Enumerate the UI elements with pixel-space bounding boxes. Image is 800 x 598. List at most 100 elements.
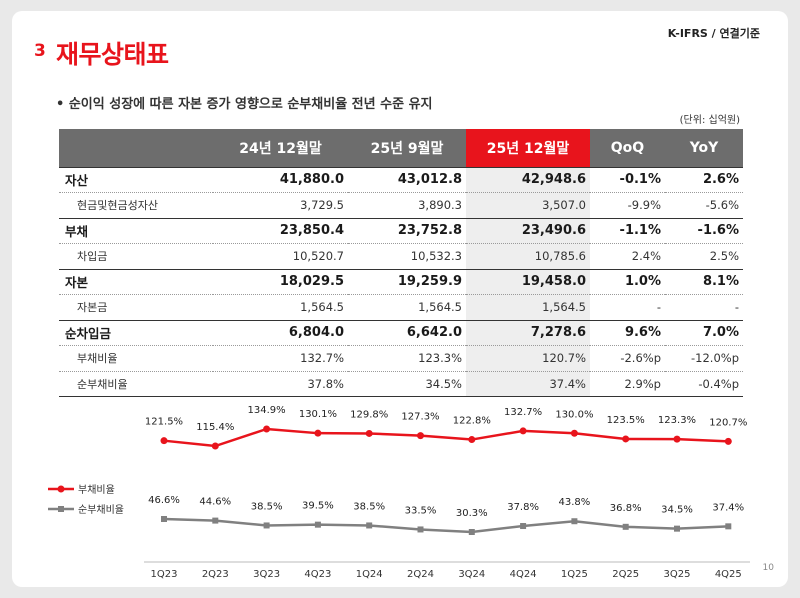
header-qoq: QoQ bbox=[590, 129, 665, 167]
cell-value: 23,752.8 bbox=[348, 217, 466, 244]
data-label: 130.1% bbox=[299, 409, 337, 420]
cell-value: 1,564.5 bbox=[466, 294, 590, 321]
x-tick-label: 3Q23 bbox=[253, 569, 280, 580]
legend-label: 부채비율 bbox=[78, 484, 115, 496]
series-line-1 bbox=[163, 517, 729, 534]
cell-value: 2.9%p bbox=[590, 371, 665, 397]
series-point bbox=[161, 516, 167, 522]
row-label: 부채비율 bbox=[59, 345, 213, 372]
series-point bbox=[314, 521, 321, 528]
data-label: 30.3% bbox=[456, 508, 488, 519]
ratio-line-chart: 121.5% 115.4% 134.9% 130.1% 129.8% 127.3% 122.… bbox=[48, 405, 750, 580]
table-row: 부채비율 132.7% 123.3% 120.7% -2.6%p -12.0%p bbox=[59, 345, 743, 372]
table-body: 자산 41,880.0 43,012.8 42,948.6 -0.1% 2.6% 현금및현금… bbox=[59, 166, 743, 397]
data-label: 39.5% bbox=[302, 501, 334, 512]
cell-value: 42,948.6 bbox=[466, 166, 590, 193]
series-point bbox=[263, 522, 270, 529]
cell-value: - bbox=[590, 294, 665, 321]
x-tick-label: 3Q24 bbox=[458, 569, 485, 580]
cell-value: 3,890.3 bbox=[348, 192, 466, 219]
series-point bbox=[725, 523, 732, 530]
series-point bbox=[417, 432, 424, 440]
row-label: 순부채비율 bbox=[59, 371, 213, 397]
series-point bbox=[571, 518, 578, 525]
data-label: 34.5% bbox=[661, 505, 693, 516]
slide: K-IFRS / 연결기준 3 재무상태표 • 순이익 성장에 따른 자본 증가… bbox=[12, 11, 788, 587]
cell-value: 120.7% bbox=[466, 345, 590, 372]
x-tick-label: 4Q24 bbox=[510, 569, 537, 580]
series-point bbox=[314, 429, 322, 437]
data-label: 43.8% bbox=[559, 497, 591, 508]
header-yoy: YoY bbox=[665, 129, 743, 167]
cell-value: 19,458.0 bbox=[466, 268, 590, 295]
series-point bbox=[366, 522, 373, 529]
cell-value: 41,880.0 bbox=[213, 166, 348, 193]
table-row: 자본금 1,564.5 1,564.5 1,564.5- - bbox=[59, 294, 743, 321]
cell-value: 19,259.9 bbox=[348, 268, 466, 295]
page-title: 재무상태표 bbox=[56, 40, 169, 69]
data-label: 121.5% bbox=[145, 417, 183, 428]
series-point bbox=[468, 436, 476, 444]
cell-value: 37.8% bbox=[213, 371, 348, 397]
data-label: 132.7% bbox=[504, 407, 542, 418]
row-label: 자산 bbox=[59, 166, 213, 193]
x-tick-label: 2Q25 bbox=[612, 569, 639, 580]
row-label: 자본 bbox=[59, 268, 213, 295]
data-label: 38.5% bbox=[251, 501, 283, 512]
cell-value: -12.0%p bbox=[665, 345, 743, 372]
cell-value: 43,012.8 bbox=[348, 166, 466, 193]
row-label: 차입금 bbox=[59, 243, 213, 270]
series-point bbox=[570, 429, 578, 437]
cell-value: 18,029.5 bbox=[213, 268, 348, 295]
data-label: 123.3% bbox=[658, 415, 696, 426]
data-label: 134.9% bbox=[248, 405, 286, 416]
table-row: 부채 23,850.4 23,752.8 23,490.6 -1.1% -1.6% bbox=[59, 217, 743, 244]
header-sep25: 25년 9월말 bbox=[348, 129, 466, 167]
series-point bbox=[674, 525, 680, 532]
cell-value: -9.9% bbox=[590, 192, 665, 219]
data-label: 127.3% bbox=[401, 412, 439, 423]
data-label: 44.6% bbox=[199, 497, 231, 508]
x-tick-label: 1Q24 bbox=[356, 569, 383, 580]
balance-sheet-table: 24년 12월말 25년 9월말 25년 12월말 QoQ YoY 자산 41,8… bbox=[59, 129, 743, 397]
header-dec24: 24년 12월말 bbox=[213, 129, 348, 167]
cell-value: 7,278.6 bbox=[466, 319, 590, 346]
data-label: 129.8% bbox=[350, 409, 388, 420]
table-header-row: 24년 12월말 25년 9월말 25년 12월말 QoQ YoY bbox=[59, 129, 743, 167]
cell-value: 6,642.0 bbox=[348, 319, 466, 346]
cell-value: 23,850.4 bbox=[213, 217, 348, 244]
cell-value: -1.6% bbox=[665, 217, 743, 244]
cell-value: 37.4% bbox=[466, 371, 590, 397]
cell-value: -1.1% bbox=[590, 217, 665, 244]
x-tick-label: 3Q25 bbox=[664, 569, 691, 580]
series-point bbox=[212, 517, 219, 524]
cell-value: 123.3% bbox=[348, 345, 466, 372]
x-tick-label: 2Q23 bbox=[202, 569, 229, 580]
row-label: 현금및현금성자산 bbox=[59, 192, 213, 219]
unit-label: (단위: 십억원) bbox=[679, 115, 740, 126]
data-label: 37.4% bbox=[712, 502, 744, 513]
data-label: 38.5% bbox=[353, 501, 385, 512]
cell-value: -0.1% bbox=[590, 166, 665, 193]
cell-value: 7.0% bbox=[665, 319, 743, 346]
data-label: 115.4% bbox=[196, 422, 234, 433]
table-row: 차입금 10,520.7 10,532.3 10,785.6 2.4% 2.5% bbox=[59, 243, 743, 270]
data-label: 37.8% bbox=[507, 502, 539, 513]
legend-label: 순부채비율 bbox=[78, 504, 124, 516]
series-point bbox=[365, 429, 373, 437]
table-row: 자본 18,029.5 19,259.9 19,458.0 1.0% 8.1% bbox=[59, 268, 743, 295]
data-label: 122.8% bbox=[453, 416, 491, 427]
series-point bbox=[160, 437, 168, 445]
x-tick-label: 4Q25 bbox=[715, 569, 742, 580]
series-point bbox=[519, 427, 527, 435]
row-label: 부채 bbox=[59, 217, 213, 244]
table-row: 순차입금 6,804.0 6,642.0 7,278.6 9.6% 7.0% bbox=[59, 319, 743, 346]
data-label: 130.0% bbox=[555, 409, 593, 420]
data-label: 36.8% bbox=[610, 503, 642, 514]
data-label: 123.5% bbox=[607, 415, 645, 426]
series-point bbox=[724, 437, 732, 445]
cell-value: 2.4% bbox=[590, 243, 665, 270]
table-row: 자산 41,880.0 43,012.8 42,948.6 -0.1% 2.6% bbox=[59, 166, 743, 193]
cell-value: 1.0% bbox=[590, 268, 665, 295]
series-point bbox=[468, 529, 475, 535]
